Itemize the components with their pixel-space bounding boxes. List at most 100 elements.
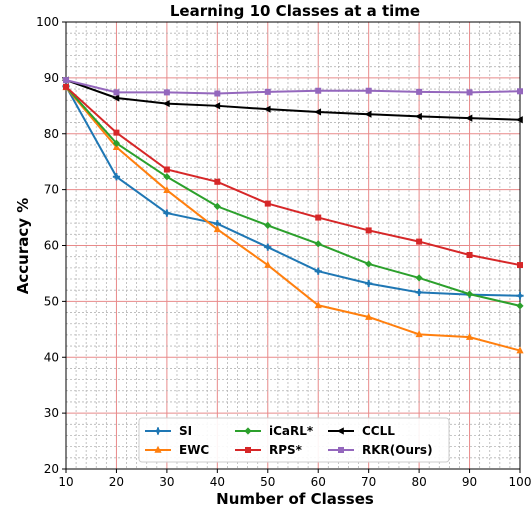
data-point [214,178,221,185]
y-tick-label: 50 [44,294,59,308]
series-line [65,85,521,297]
x-tick-label: 90 [462,475,477,489]
data-point-center [114,174,119,179]
data-point [315,87,322,94]
data-point [365,312,373,320]
series-si [62,82,524,300]
data-point-center [417,290,422,295]
legend-item: RPS* [235,443,303,457]
y-tick-label: 40 [44,350,59,364]
x-tick-label: 10 [58,475,73,489]
data-point [112,139,121,147]
legend-item: EWC [145,443,209,457]
y-tick-label: 20 [44,462,59,476]
data-point [113,129,120,136]
data-point [365,260,373,268]
data-point [465,114,473,122]
data-point [154,445,162,453]
legend-label: CCLL [362,424,395,438]
x-tick-label: 70 [361,475,376,489]
legend-item: RKR(Ours) [328,443,433,457]
data-point [314,240,322,248]
legend-label: RPS* [269,443,303,457]
x-tick-label: 30 [159,475,174,489]
legend-label: iCaRL* [269,424,314,438]
data-point [515,116,523,124]
x-tick-label: 100 [509,475,532,489]
data-point [244,427,252,435]
data-point [163,89,170,96]
data-point-center [518,293,522,298]
chart-title: Learning 10 Classes at a time [170,2,420,20]
x-tick-label: 20 [109,475,124,489]
legend-label: EWC [179,443,209,457]
data-point [415,274,423,282]
series-line [65,79,521,95]
data-point [163,185,171,193]
data-point [264,260,272,268]
data-point-center [265,245,270,250]
data-point [213,102,221,110]
data-point [466,251,473,258]
data-point-center [215,221,220,226]
data-point [517,262,523,269]
data-point [213,225,221,233]
data-point [516,346,524,354]
series-ccll [61,76,523,124]
legend-item: iCaRL* [235,424,314,438]
data-point [113,89,120,96]
series-rkr-ours [63,77,523,97]
series-line [65,86,521,352]
y-axis-label: Accuracy % [14,198,32,295]
data-point [112,94,120,102]
series-line [65,79,521,121]
legend-box [138,417,450,463]
data-point [364,110,372,118]
series-lines [61,76,524,354]
x-tick-label: 40 [210,475,225,489]
x-axis-label: Number of Classes [216,490,374,508]
data-point-center [164,211,169,216]
data-point [264,88,271,95]
data-point [465,290,474,298]
y-tick-label: 100 [36,15,59,29]
series-line [65,86,521,267]
data-point [264,221,272,229]
data-point [263,105,271,113]
y-tick-label: 80 [44,127,59,141]
data-point [416,88,423,95]
data-point-center [316,269,321,274]
y-tick-label: 70 [44,183,59,197]
y-tick-label: 90 [44,71,59,85]
legend-label: SI [179,424,192,438]
data-point [415,330,423,338]
data-point [314,301,322,309]
legend-item: SI [145,424,192,438]
data-point [315,214,322,221]
data-point [365,87,372,94]
data-point [338,447,344,453]
x-tick-label: 60 [311,475,326,489]
series-rps [63,83,523,269]
data-point [517,88,523,95]
data-point [414,112,422,121]
legend-item: CCLL [328,424,395,438]
data-point [416,238,423,245]
data-point [163,166,170,173]
x-tick-label: 50 [260,475,275,489]
data-point [516,302,524,310]
data-point [264,200,271,207]
data-point [162,99,170,108]
data-point-center [156,429,160,433]
y-tick-label: 60 [44,239,59,253]
data-point [465,332,474,340]
data-point [365,227,372,234]
data-point [214,90,221,97]
data-point [336,427,344,435]
data-point-center [366,281,371,286]
data-point [213,202,221,210]
series-line [65,86,521,307]
data-point [63,77,69,84]
